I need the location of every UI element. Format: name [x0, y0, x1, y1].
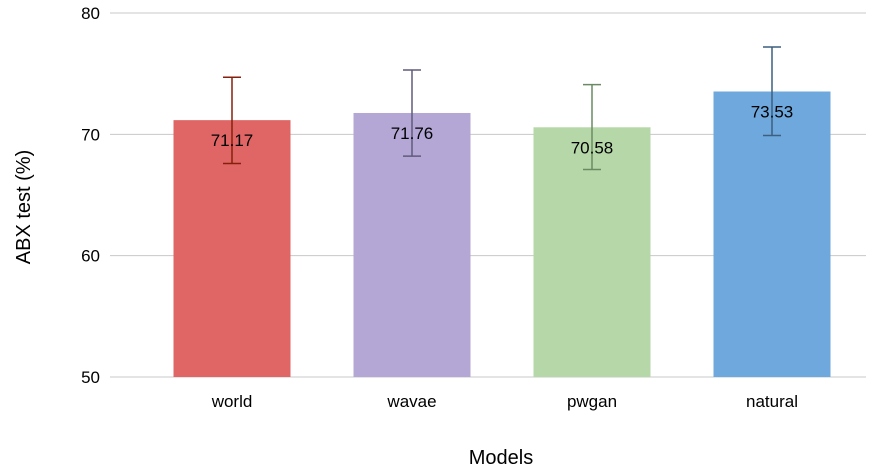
error-bars	[223, 46, 781, 171]
x-tick-label-natural: natural	[746, 392, 798, 411]
x-tick-label-pwgan: pwgan	[567, 392, 617, 411]
y-axis-title: ABX test (%)	[13, 150, 35, 264]
x-tick-label-wavae: wavae	[386, 392, 436, 411]
value-label-world: 71.17	[211, 131, 254, 150]
bar-wavae	[353, 112, 471, 377]
y-tick-label: 70	[81, 125, 100, 144]
x-tick-label-world: world	[211, 392, 253, 411]
error-bar-world	[223, 76, 241, 165]
value-label-natural: 73.53	[751, 103, 794, 122]
y-tick-label: 80	[81, 4, 100, 23]
value-labels: 71.17 71.76 70.58 73.53	[211, 103, 794, 158]
error-bar-pwgan	[583, 83, 601, 171]
value-label-pwgan: 70.58	[571, 138, 614, 157]
y-tick-label: 60	[81, 247, 100, 266]
bar-natural	[713, 91, 831, 377]
y-axis-ticks: 50 60 70 80	[81, 4, 100, 387]
value-label-wavae: 71.76	[391, 124, 434, 143]
x-axis-ticks: world wavae pwgan natural	[211, 392, 798, 411]
error-bar-natural	[763, 46, 781, 137]
x-axis-title: Models	[469, 447, 533, 469]
y-tick-label: 50	[81, 368, 100, 387]
error-bar-wavae	[403, 69, 421, 157]
